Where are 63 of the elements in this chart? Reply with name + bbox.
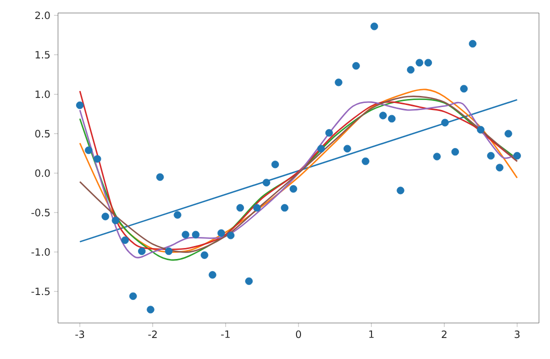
- y-tick-label: 1.5: [36, 51, 50, 59]
- point: [416, 58, 424, 66]
- y-tick-label: -0.5: [31, 208, 50, 216]
- point: [164, 247, 173, 256]
- point: [344, 144, 352, 152]
- point: [424, 58, 432, 66]
- point: [362, 157, 370, 166]
- point: [245, 277, 253, 285]
- point: [496, 164, 504, 172]
- point: [406, 66, 415, 74]
- point: [76, 101, 84, 110]
- point: [192, 230, 200, 238]
- point: [325, 129, 333, 137]
- point: [112, 216, 120, 224]
- point: [138, 247, 146, 256]
- point: [182, 230, 190, 238]
- point: [441, 118, 449, 126]
- point: [253, 204, 261, 212]
- y-tick-label: 1.0: [36, 90, 50, 98]
- point: [102, 212, 110, 220]
- point: [236, 204, 244, 212]
- point: [262, 178, 270, 186]
- y-tick-label: 2.0: [35, 12, 50, 20]
- y-tick-label: -1.0: [31, 248, 50, 256]
- point: [208, 271, 216, 279]
- point: [396, 186, 404, 194]
- point: [271, 160, 279, 168]
- point: [451, 148, 459, 156]
- point: [370, 22, 378, 30]
- point: [94, 155, 102, 163]
- point: [317, 144, 325, 152]
- point: [504, 130, 512, 138]
- point: [352, 62, 360, 70]
- x-tick-label: 0: [296, 330, 302, 338]
- point: [476, 126, 484, 134]
- point: [460, 84, 468, 93]
- x-tick-label: 2: [442, 330, 446, 338]
- point: [280, 204, 288, 212]
- x-tick-label: -3: [75, 330, 84, 338]
- point: [513, 152, 521, 160]
- point: [174, 211, 182, 219]
- point: [129, 292, 137, 300]
- point: [226, 232, 235, 240]
- point: [487, 152, 495, 160]
- point: [433, 152, 441, 160]
- point: [379, 112, 387, 120]
- point: [84, 146, 92, 154]
- x-tick-label: 1: [369, 330, 374, 338]
- point: [200, 251, 208, 259]
- point: [121, 236, 129, 244]
- y-tick-label: 0.0: [35, 169, 50, 177]
- y-tick-label: 0.5: [35, 130, 50, 138]
- point: [468, 40, 476, 48]
- point: [217, 229, 226, 237]
- point: [146, 306, 154, 314]
- point: [290, 185, 298, 193]
- point: [334, 78, 342, 86]
- point: [388, 114, 396, 122]
- point: [156, 173, 164, 181]
- x-tick-label: 3: [514, 330, 520, 338]
- y-tick-label: -1.5: [31, 288, 50, 296]
- x-tick-label: -1: [221, 330, 230, 338]
- x-tick-label: -2: [148, 330, 157, 338]
